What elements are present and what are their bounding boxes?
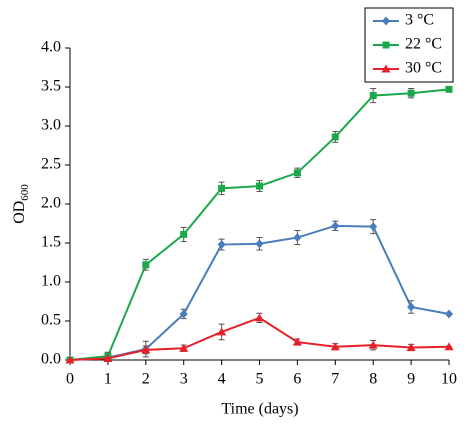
point	[368, 340, 378, 349]
point	[445, 309, 453, 319]
x-tick-label: 1	[104, 371, 112, 388]
point	[369, 222, 378, 232]
x-tick-label: 8	[369, 371, 377, 388]
legend-marker	[381, 64, 391, 73]
y-tick-label: 4.0	[41, 39, 61, 56]
y-label-subscript: 600	[19, 184, 31, 201]
y-label-main: OD	[11, 201, 28, 224]
point	[445, 85, 453, 93]
point	[255, 239, 264, 249]
y-tick-label: 2.0	[41, 195, 61, 212]
point	[179, 309, 188, 319]
x-tick-label: 0	[66, 371, 74, 388]
legend-marker	[382, 41, 390, 49]
point	[141, 345, 151, 354]
point	[255, 313, 264, 322]
y-tick-label: 1.0	[41, 273, 61, 290]
point	[407, 302, 416, 312]
point	[330, 342, 340, 351]
point	[217, 327, 227, 336]
x-tick-label: 3	[180, 371, 188, 388]
point	[103, 353, 113, 362]
x-tick-label: 9	[407, 371, 415, 388]
legend-label: 30 °C	[405, 60, 442, 77]
point	[407, 89, 415, 97]
legend-marker	[382, 16, 390, 26]
point	[293, 169, 301, 177]
point	[444, 342, 454, 351]
x-axis-label: Time (days)	[221, 401, 298, 418]
series-line	[69, 316, 450, 361]
y-tick-label: 3.5	[41, 78, 61, 95]
point	[369, 92, 377, 100]
y-axis-label: OD600	[11, 184, 31, 224]
point	[179, 343, 189, 352]
point	[406, 343, 416, 352]
x-tick-label: 5	[256, 371, 264, 388]
point	[180, 230, 188, 238]
x-tick-label: 6	[293, 371, 301, 388]
point	[256, 182, 263, 190]
y-tick-label: 1.5	[41, 234, 61, 251]
y-tick-label: 3.0	[41, 117, 61, 134]
point	[218, 184, 226, 192]
legend-label: 3 °C	[405, 12, 434, 29]
x-tick-label: 7	[331, 371, 339, 388]
y-tick-label: 2.5	[41, 156, 61, 173]
x-tick-label: 4	[218, 371, 226, 388]
point	[217, 240, 226, 250]
y-tick-label: 0.0	[41, 351, 61, 368]
point	[65, 355, 75, 364]
point	[331, 221, 340, 231]
x-tick-label: 2	[142, 371, 150, 388]
x-tick-label: 10	[441, 371, 457, 388]
point	[331, 133, 339, 141]
point	[292, 337, 302, 346]
y-tick-label: 0.5	[41, 312, 61, 329]
point	[293, 233, 302, 243]
point	[142, 261, 150, 269]
legend-label: 22 °C	[405, 36, 442, 53]
